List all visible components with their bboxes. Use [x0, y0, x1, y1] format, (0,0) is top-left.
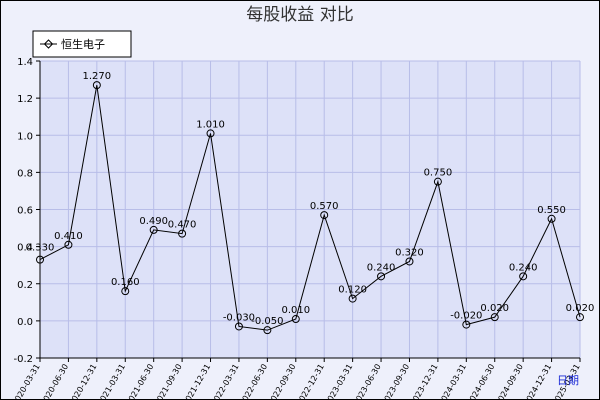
data-point[interactable] [433, 177, 442, 186]
data-points [36, 81, 584, 335]
data-label: 0.160 [111, 277, 140, 288]
data-point[interactable] [92, 81, 101, 90]
series-line [39, 85, 581, 331]
data-point[interactable] [348, 294, 357, 303]
series-eps-line [39, 85, 581, 331]
data-point[interactable] [377, 272, 386, 281]
x-axis-ticks: 2020-03-312020-06-302020-12-312021-03-31… [11, 358, 582, 400]
x-axis-label: 日期 [557, 374, 579, 387]
data-point[interactable] [320, 211, 329, 220]
data-point[interactable] [547, 214, 556, 223]
legend-box [32, 30, 132, 58]
data-label: 0.020 [566, 303, 595, 314]
x-tick-label: 2022-12-31 [295, 363, 326, 400]
x-tick-label: 2023-12-31 [409, 363, 440, 400]
data-point[interactable] [206, 129, 215, 138]
y-tick-label: 0.2 [17, 280, 33, 291]
data-point[interactable] [519, 272, 528, 281]
data-point[interactable] [64, 240, 73, 249]
data-label: 0.240 [509, 262, 538, 273]
data-point[interactable] [263, 326, 272, 335]
data-point[interactable] [178, 229, 187, 238]
x-tick-label: 2020-03-31 [11, 363, 42, 400]
data-label: 0.330 [26, 243, 55, 254]
data-label: 0.320 [395, 247, 424, 258]
y-axis-ticks: 1.4 1.2 1.0 0.8 0.6 0.4 0.2 0.0 -0.2 [13, 57, 40, 365]
x-tick-label: 2024-06-30 [465, 362, 496, 400]
x-tick-label: 2022-03-31 [210, 363, 241, 400]
x-tick-label: 2023-09-30 [380, 363, 411, 400]
data-label: -0.030 [223, 312, 255, 323]
data-label: 0.240 [367, 262, 396, 273]
data-point[interactable] [405, 257, 414, 266]
x-tick-label: 2024-09-30 [494, 363, 525, 400]
data-label: 0.120 [338, 285, 367, 296]
data-label: 0.020 [480, 303, 509, 314]
x-tick-label: 2024-03-31 [437, 363, 468, 400]
chart-title: 每股收益 对比 [246, 5, 353, 25]
y-tick-label: 0.4 [17, 243, 33, 254]
legend[interactable]: 恒生电子 [32, 30, 132, 58]
data-point[interactable] [291, 315, 300, 324]
data-point[interactable] [490, 313, 499, 322]
x-tick-label: 2023-06-30 [352, 363, 383, 400]
x-tick-label: 2020-12-31 [68, 363, 99, 400]
x-tick-label: 2024-12-31 [522, 363, 553, 400]
data-label: 0.010 [281, 305, 310, 316]
y-tick-label: 1.4 [17, 57, 33, 68]
x-tick-label: 2021-06-30 [124, 363, 155, 400]
data-label: 0.410 [54, 231, 83, 242]
data-label: 0.470 [168, 220, 197, 231]
y-tick-label: 1.2 [17, 94, 33, 105]
data-label: 1.270 [83, 71, 112, 82]
y-tick-label: 0.8 [17, 168, 33, 179]
data-point[interactable] [36, 255, 44, 264]
legend-diamond-icon [43, 39, 54, 49]
y-tick-label: 0.0 [17, 317, 33, 328]
x-tick-label: 2021-12-31 [181, 363, 212, 400]
data-label: 0.550 [537, 205, 566, 216]
data-label: -0.020 [450, 311, 482, 322]
legend-series-name: 恒生电子 [61, 37, 105, 51]
data-label: -0.050 [251, 316, 283, 327]
x-tick-label: 2023-03-31 [323, 363, 354, 400]
x-tick-label: 2022-06-30 [238, 363, 269, 400]
x-tick-label: 2021-03-31 [96, 363, 127, 400]
x-tick-label: 2022-09-30 [266, 363, 297, 400]
data-point[interactable] [121, 287, 130, 296]
data-label: 0.490 [139, 216, 168, 227]
data-label: 0.570 [310, 201, 339, 212]
y-tick-label: 0.6 [17, 206, 33, 217]
data-point[interactable] [234, 322, 243, 331]
data-point[interactable] [462, 320, 471, 329]
data-label: 1.010 [196, 119, 225, 130]
data-point[interactable] [576, 313, 584, 322]
y-tick-label: 1.0 [17, 131, 33, 142]
data-point[interactable] [149, 225, 158, 234]
x-tick-label: 2020-06-30 [39, 363, 70, 400]
x-tick-label: 2021-09-30 [153, 363, 184, 400]
data-label: 0.750 [424, 168, 453, 179]
y-tick-label: -0.2 [13, 354, 33, 365]
grid-lines [39, 60, 581, 359]
